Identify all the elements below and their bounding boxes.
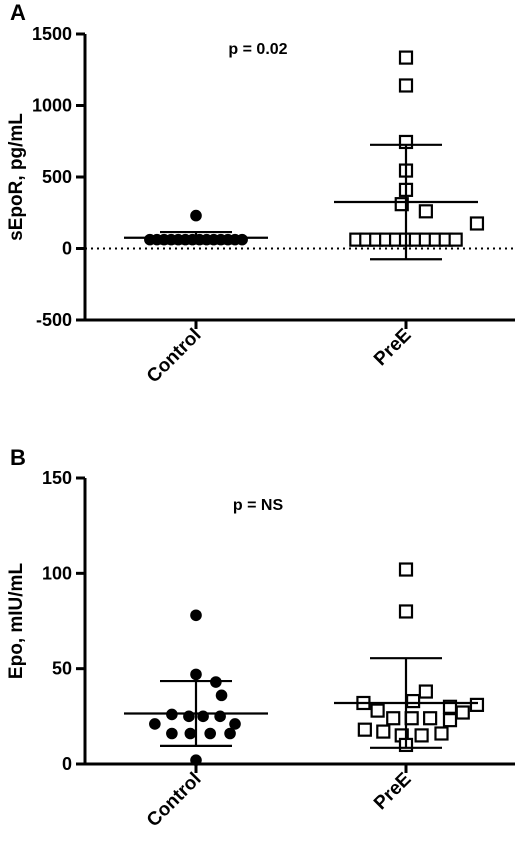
x-category-label-pree: PreE [370,325,415,370]
data-point [398,78,414,93]
data-point [370,703,385,718]
data-point [236,233,248,246]
data-point [183,710,195,723]
data-point [224,727,236,740]
data-point [166,727,178,740]
panel-letter: B [10,445,26,470]
panel-letter: A [10,0,26,25]
data-point [404,711,419,726]
panel-b: B 0 50 100 150 Epo, mIU/mL p = NS Control PreE [6,445,515,831]
y-tick-label: 0 [62,754,72,774]
series-pree [334,50,485,261]
data-point [405,693,421,709]
data-point [190,609,202,622]
x-category-label-pree: PreE [370,769,415,814]
data-point [376,724,391,739]
data-point [418,204,433,219]
y-axis-label: Epo, mIU/mL [6,563,27,680]
data-point [386,711,401,726]
data-point [229,718,241,730]
series-pree [334,562,485,753]
series-control [124,609,268,766]
data-point [149,718,161,730]
y-tick-label: 1000 [32,96,72,116]
data-point [197,710,209,723]
data-point [469,216,485,231]
data-point [204,727,216,740]
x-category-label-control: Control [143,325,206,388]
p-value-annotation: p = NS [233,497,284,514]
data-point [190,209,202,222]
y-tick-label: 150 [42,468,72,488]
data-point [398,50,414,65]
data-point [398,562,414,577]
y-axis-label: sEpoR, pg/mL [6,113,27,241]
data-point [215,689,228,702]
data-point [184,727,197,740]
data-point [455,705,470,720]
data-point [448,232,463,247]
data-point [418,684,433,699]
data-point [469,697,485,712]
series-control [124,209,268,246]
panel-a: A -500 0 500 1000 1500 sEpoR, pg/mL p = 0.02 Con… [6,0,515,387]
y-tick-label: 50 [52,659,72,679]
y-tick-label: -500 [36,310,72,330]
data-point [398,604,414,619]
data-point [434,726,449,741]
y-tick-label: 0 [62,239,72,259]
data-point [214,710,226,723]
data-point [442,713,458,728]
y-tick-label: 100 [42,563,72,583]
y-tick-label: 1500 [32,24,72,44]
p-value-annotation: p = 0.02 [228,41,287,58]
data-point [423,711,438,726]
y-tick-label: 500 [42,167,72,187]
data-point [357,722,372,737]
x-category-label-control: Control [143,769,206,832]
data-point [414,728,429,743]
data-point [190,668,202,681]
data-point [190,754,202,766]
